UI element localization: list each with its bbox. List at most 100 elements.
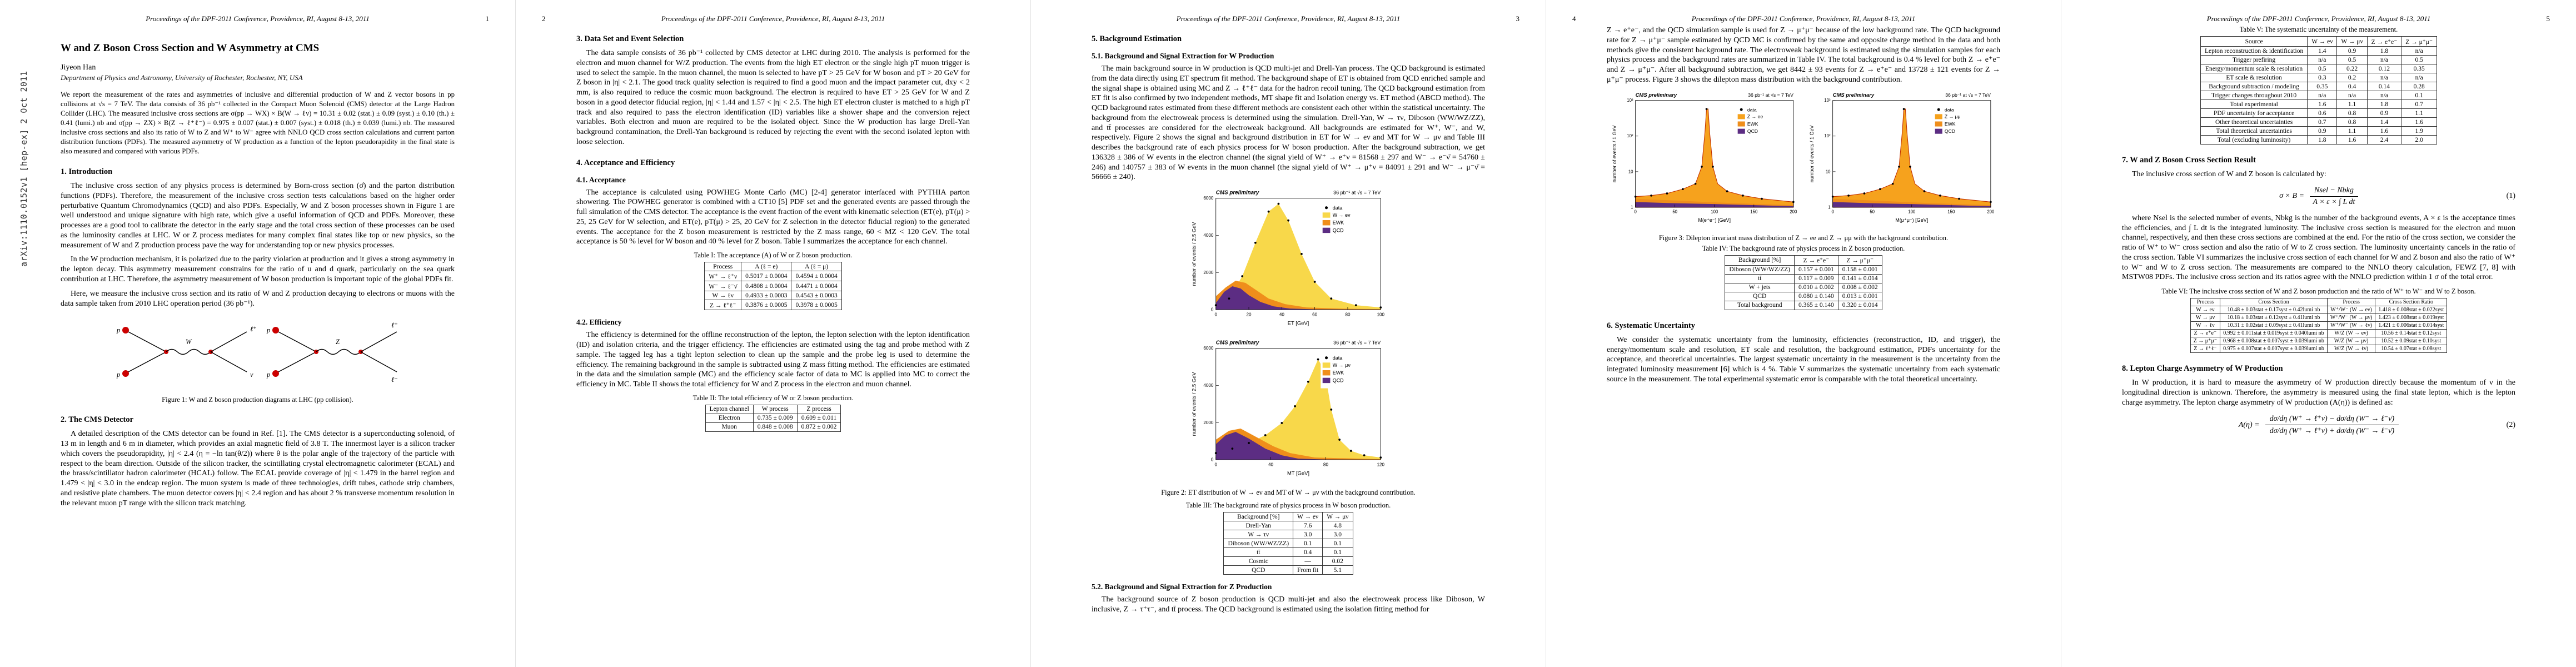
x-tick-label: 80 bbox=[1345, 312, 1351, 317]
table-header-cell: Cross Section bbox=[2220, 298, 2328, 307]
page-header: Proceedings of the DPF-2011 Conference, … bbox=[542, 14, 970, 23]
legend: data W → μν EWK QCD bbox=[1321, 351, 1379, 389]
y-tick-label: 10 bbox=[1826, 169, 1831, 174]
abstract-text: We report the measurement of the rates a… bbox=[61, 91, 455, 156]
table-cell: W + jets bbox=[1725, 282, 1795, 292]
x-tick-label: 50 bbox=[1672, 209, 1677, 214]
legend-qcd-marker bbox=[1935, 128, 1942, 134]
x-tick-label: 150 bbox=[1947, 209, 1955, 214]
table-cell: 0.4 bbox=[2336, 82, 2368, 91]
y-axis-label: number of events / 2.5 GeV bbox=[1191, 371, 1197, 436]
incoming-proton-label: p bbox=[266, 326, 270, 334]
y-tick-marks bbox=[1215, 347, 1219, 460]
table-cell: n/a bbox=[2366, 73, 2402, 82]
table-cell: 1.9 bbox=[2401, 126, 2438, 136]
table-3-caption: Table III: The background rate of physic… bbox=[1185, 501, 1391, 510]
paper-page-5: Proceedings of the DPF-2011 Conference, … bbox=[2061, 0, 2576, 667]
table-row: Diboson (WW/WZ/ZZ) 0.1 0.1 bbox=[1223, 539, 1353, 549]
z-background-paragraph-cont: Z → e⁺e⁻, and the QCD simulation sample … bbox=[1607, 26, 2000, 84]
table-cell: 0.3 bbox=[2307, 73, 2338, 82]
table-cell: Cosmic bbox=[1223, 556, 1294, 566]
x-tick-label: 0 bbox=[1831, 209, 1834, 214]
table-row: QCD 0.080 ± 0.140 0.013 ± 0.001 bbox=[1725, 291, 1882, 301]
table-cell: 1.418 ± 0.008stat ± 0.022syst bbox=[2375, 306, 2448, 315]
antiquark-line bbox=[128, 351, 166, 372]
table-cell: 3.0 bbox=[1293, 530, 1323, 540]
cms-preliminary-label: CMS preliminary bbox=[1216, 340, 1259, 346]
table-cell: Z → μ⁺μ⁻ bbox=[2190, 337, 2221, 346]
table-cell: 0.14 bbox=[2366, 82, 2402, 91]
section-1-heading: 1. Introduction bbox=[61, 167, 113, 177]
table-row: Total (excluding luminosity) 1.8 1.6 2.4 2.0 bbox=[2200, 135, 2438, 145]
table-cell: 0.35 bbox=[2401, 64, 2438, 73]
luminosity-label: 36 pb⁻¹ at √s = 7 TeV bbox=[1333, 340, 1381, 345]
acceptance-table: Process A (ℓ = e) A (ℓ = μ) W⁺ → ℓ⁺ν 0.5017 … bbox=[704, 262, 842, 311]
luminosity-label: 36 pb⁻¹ at √s = 7 TeV bbox=[1945, 92, 1991, 98]
table-header-cell: W → eν bbox=[1293, 512, 1323, 522]
table-header-cell: Process bbox=[2190, 298, 2221, 307]
table-cell: Total (excluding luminosity) bbox=[2200, 135, 2308, 145]
equation-2: A(η) = dσ/dη (W⁺ → ℓ⁺ν) − dσ/dη (W⁻ → ℓ⁻… bbox=[2122, 414, 2515, 436]
eq1-lhs: σ × B = bbox=[2279, 192, 2304, 201]
section-7-heading: 7. W and Z Boson Cross Section Result bbox=[2122, 156, 2256, 165]
legend-data-marker bbox=[1740, 108, 1743, 111]
table-cell: 0.008 ± 0.002 bbox=[1837, 282, 1882, 292]
table-1-caption: Table I: The acceptance (A) of W or Z bo… bbox=[694, 251, 853, 260]
legend-label: QCD bbox=[1333, 377, 1344, 383]
legend-label: QCD bbox=[1747, 128, 1758, 134]
running-head: Proceedings of the DPF-2011 Conference, … bbox=[1691, 14, 1916, 23]
fig3-plot-zee: CMS preliminary 36 pb⁻¹ at √s = 7 TeV bbox=[1612, 92, 1797, 223]
legend-label: data bbox=[1333, 205, 1343, 211]
page-number: 5 bbox=[2546, 14, 2550, 23]
legend-label: Z → ee bbox=[1747, 113, 1763, 119]
table-row: Other theoretical uncertainties 0.7 0.8 1.4… bbox=[2200, 117, 2438, 127]
intro-paragraph-3: Here, we measure the inclusive cross sec… bbox=[61, 289, 455, 308]
page-number: 3 bbox=[1516, 14, 1520, 23]
table-cell: PDF uncertainty for acceptance bbox=[2200, 108, 2308, 118]
y-tick-marks bbox=[1635, 99, 1638, 207]
incoming-proton-label: p bbox=[116, 371, 120, 379]
table-cell: n/a bbox=[2401, 46, 2438, 56]
table-cell: Drell-Yan bbox=[1223, 521, 1294, 531]
eq1-numerator: Nsel − Nbkg bbox=[2309, 186, 2358, 197]
author-affiliation: Department of Physics and Astronomy, Uni… bbox=[61, 73, 303, 82]
table-cell: n/a bbox=[2366, 55, 2402, 64]
lepton-label: ℓ⁺ bbox=[391, 321, 398, 329]
lepton-line bbox=[210, 331, 247, 352]
table-row: Z → e⁺e⁻ 0.992 ± 0.011stat ± 0.019syst ± … bbox=[2190, 329, 2448, 338]
table-row: Electron 0.735 ± 0.009 0.609 ± 0.011 bbox=[705, 413, 841, 423]
table-header-row: Background [%] W → eν W → μν bbox=[1223, 512, 1353, 522]
table-cell: From fit bbox=[1293, 565, 1323, 575]
cms-preliminary-label: CMS preliminary bbox=[1216, 190, 1259, 196]
legend-label: EWK bbox=[1333, 370, 1344, 375]
table-cell: 0.8 bbox=[2336, 117, 2368, 127]
table-header-cell: W → μν bbox=[2336, 36, 2368, 47]
lepton-line bbox=[360, 351, 397, 372]
eq2-denominator: dσ/dη (W⁺ → ℓ⁺ν) + dσ/dη (W⁻ → ℓ⁻ν̄) bbox=[2269, 427, 2395, 436]
boson-label: W bbox=[186, 338, 192, 346]
paper-page-1: Proceedings of the DPF-2011 Conference, … bbox=[0, 0, 515, 667]
plot-frame bbox=[1215, 347, 1381, 460]
table-cell: Total theoretical uncertainties bbox=[2200, 126, 2308, 136]
table-cell: 0.4543 ± 0.0003 bbox=[791, 291, 842, 301]
x-tick-label: 100 bbox=[1908, 209, 1916, 214]
table-header-cell: A (ℓ = μ) bbox=[791, 262, 842, 272]
legend-box bbox=[1321, 201, 1379, 238]
page-header: Proceedings of the DPF-2011 Conference, … bbox=[2122, 14, 2550, 23]
eq2-numerator: dσ/dη (W⁺ → ℓ⁺ν) − dσ/dη (W⁻ → ℓ⁻ν̄) bbox=[2265, 414, 2399, 426]
table-cell: Diboson (WW/WZ/ZZ) bbox=[1725, 265, 1795, 275]
page-header: Proceedings of the DPF-2011 Conference, … bbox=[1092, 14, 1519, 23]
lepton-line bbox=[360, 331, 397, 352]
data-points bbox=[1214, 202, 1382, 309]
table-header-cell: W → μν bbox=[1322, 512, 1353, 522]
eq1-denominator: A × ε × ∫ L dt bbox=[2313, 197, 2355, 206]
table-cell: Energy/momentum scale & resolution bbox=[2200, 64, 2308, 73]
x-tick-label: 100 bbox=[1377, 312, 1385, 317]
legend-qcd-marker bbox=[1322, 227, 1331, 233]
x-tick-marks bbox=[1635, 204, 1794, 207]
legend-label: EWK bbox=[1333, 220, 1344, 226]
legend-ewk-marker bbox=[1935, 121, 1942, 127]
figure-3: CMS preliminary 36 pb⁻¹ at √s = 7 TeV bbox=[1607, 89, 2000, 242]
table-cell: 10.48 ± 0.03stat ± 0.17syst ± 0.42lumi n… bbox=[2220, 306, 2328, 315]
x-tick-label: 40 bbox=[1268, 462, 1274, 467]
